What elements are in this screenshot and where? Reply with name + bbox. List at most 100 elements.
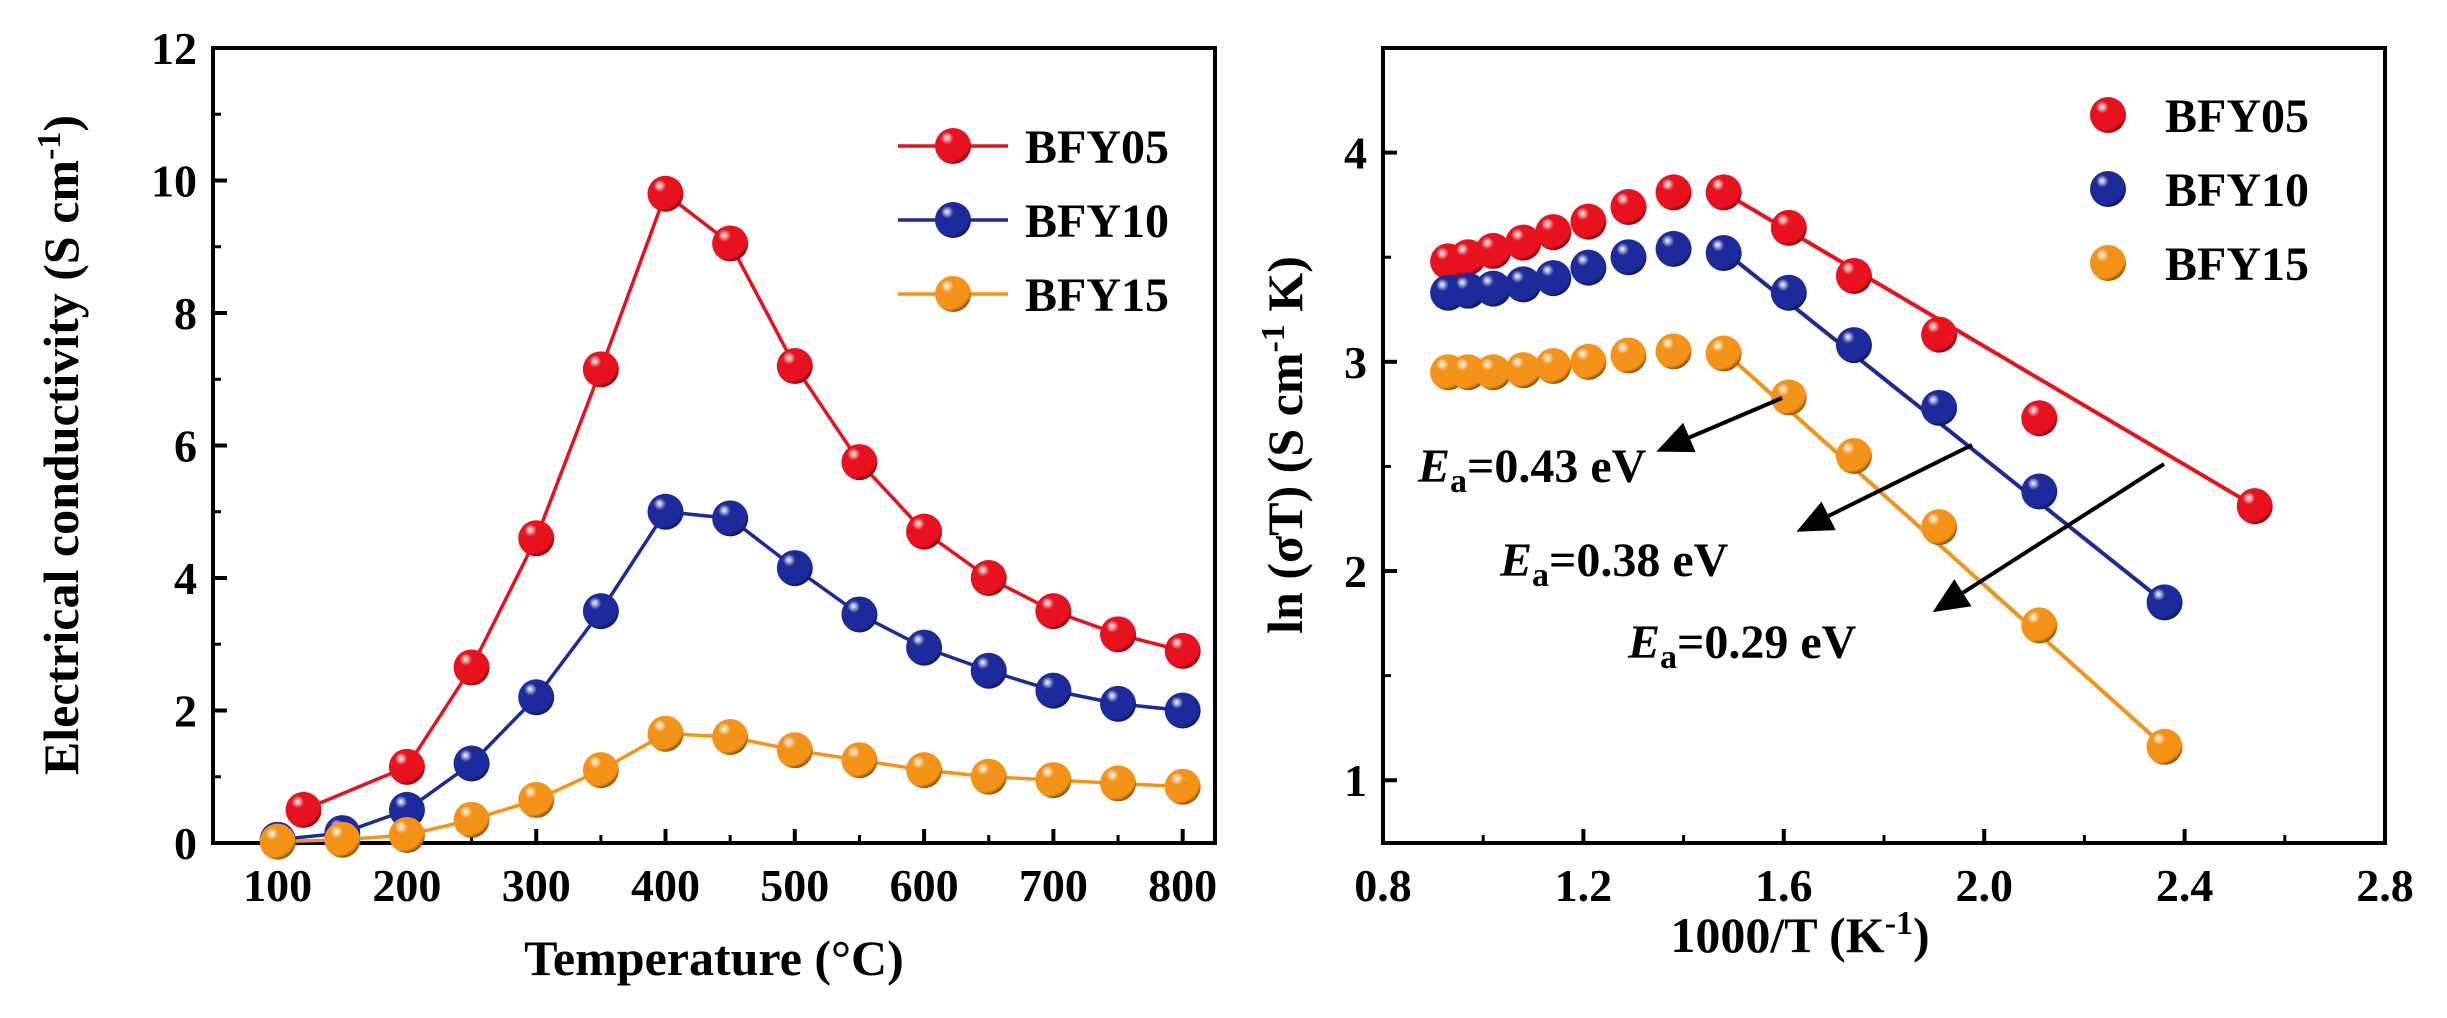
data-point-BFY05 bbox=[776, 348, 813, 384]
x-axis-label-superscript: -1 bbox=[1885, 905, 1913, 942]
data-point-BFY15 bbox=[1921, 509, 1958, 546]
data-point-BFY05 bbox=[2021, 400, 2058, 437]
data-point-BFY15 bbox=[1164, 768, 1201, 805]
y-axis-label-close: ) bbox=[33, 115, 89, 132]
y-tick-labels: 1 2 3 4 bbox=[1344, 128, 1367, 807]
data-point-BFY10 bbox=[1835, 327, 1872, 364]
y-tick-labels: 0 2 4 6 8 10 12 bbox=[151, 23, 197, 869]
y-tick-label: 6 bbox=[174, 421, 197, 472]
data-point-BFY05 bbox=[388, 748, 425, 785]
data-point-BFY15 bbox=[1450, 354, 1487, 391]
legend-marker-BFY15 bbox=[2090, 245, 2126, 281]
x-tick-label: 400 bbox=[631, 860, 700, 911]
legend-label-BFY10: BFY10 bbox=[2165, 164, 2309, 217]
y-tick-label: 10 bbox=[151, 156, 197, 207]
data-point-BFY10 bbox=[647, 493, 684, 530]
data-point-BFY10 bbox=[1655, 230, 1692, 267]
data-point-BFY15 bbox=[1570, 343, 1607, 380]
x-tick-label: 1.2 bbox=[1555, 860, 1613, 911]
data-point-BFY05 bbox=[1535, 214, 1572, 251]
data-point-BFY10 bbox=[518, 679, 555, 716]
arrow-ea-038 bbox=[1796, 443, 1973, 532]
fit-line-BFY15 bbox=[1722, 349, 2166, 749]
y-axis-label-main: Electrical conductivity (S cm bbox=[33, 160, 89, 775]
y-tick-label: 1 bbox=[1344, 755, 1367, 806]
data-point-BFY10 bbox=[1705, 235, 1742, 272]
x-tick-label: 2.8 bbox=[2356, 860, 2414, 911]
series-markers bbox=[1430, 174, 2273, 765]
data-point-BFY05 bbox=[1475, 232, 1512, 269]
data-point-BFY10 bbox=[2146, 584, 2183, 621]
y-axis-label: ln (σT) (S cm-1 K) bbox=[1255, 256, 1313, 634]
data-point-BFY05 bbox=[1100, 616, 1137, 653]
x-axis-label: Temperature (°C) bbox=[524, 930, 904, 986]
data-point-BFY10 bbox=[1570, 249, 1607, 286]
data-point-BFY15 bbox=[712, 719, 749, 755]
data-point-BFY05 bbox=[1770, 209, 1807, 246]
data-point-BFY15 bbox=[582, 752, 619, 789]
y-tick-label: 12 bbox=[151, 23, 197, 74]
y-tick-label: 4 bbox=[174, 553, 197, 604]
data-point-BFY05 bbox=[1835, 258, 1872, 295]
data-point-BFY05 bbox=[2236, 488, 2273, 525]
ea-value: =0.29 eV bbox=[1677, 616, 1857, 669]
data-point-BFY10 bbox=[1164, 692, 1201, 729]
x-tick-label: 100 bbox=[243, 860, 312, 911]
y-tick-label: 0 bbox=[174, 818, 197, 869]
data-point-BFY05 bbox=[1164, 632, 1201, 669]
data-point-BFY10 bbox=[453, 745, 490, 782]
series-markers bbox=[259, 175, 1201, 860]
data-point-BFY15 bbox=[1475, 354, 1512, 391]
data-point-BFY10 bbox=[712, 500, 749, 537]
ea-label-038: Ea=0.38 eV bbox=[1499, 534, 1729, 594]
ea-label-043: Ea=0.43 eV bbox=[1417, 440, 1647, 500]
data-point-BFY10 bbox=[2021, 473, 2058, 510]
arrow-ea-029 bbox=[1932, 462, 2166, 613]
y-tick-label: 8 bbox=[174, 288, 197, 339]
data-point-BFY15 bbox=[2146, 728, 2183, 765]
data-point-BFY05 bbox=[1505, 224, 1542, 261]
data-point-BFY05 bbox=[906, 513, 943, 550]
data-point-BFY05 bbox=[1705, 174, 1742, 211]
data-point-BFY15 bbox=[1100, 765, 1137, 802]
data-point-BFY15 bbox=[970, 758, 1007, 795]
data-point-BFY10 bbox=[1610, 239, 1647, 276]
data-point-BFY05 bbox=[1035, 593, 1072, 630]
data-point-BFY05 bbox=[841, 444, 878, 481]
data-point-BFY10 bbox=[1921, 389, 1958, 426]
data-point-BFY10 bbox=[1770, 274, 1807, 311]
ea-label-029: Ea=0.29 eV bbox=[1627, 616, 1857, 676]
data-point-BFY15 bbox=[1705, 335, 1742, 372]
fit-lines bbox=[1722, 190, 2256, 749]
x-tick-label: 0.8 bbox=[1354, 860, 1412, 911]
data-point-BFY10 bbox=[388, 791, 425, 828]
data-point-BFY15 bbox=[1535, 348, 1572, 384]
x-tick-label: 300 bbox=[502, 860, 571, 911]
conductivity-vs-temperature-chart: 100 200 300 400 500 600 700 800 0 2 4 6 8 10 12 Tempe… bbox=[31, 23, 1217, 986]
data-point-BFY10 bbox=[1535, 260, 1572, 297]
data-point-BFY15 bbox=[259, 823, 296, 860]
legend-marker-BFY10 bbox=[2090, 171, 2126, 207]
data-point-BFY15 bbox=[776, 732, 813, 769]
data-point-BFY15 bbox=[388, 817, 425, 854]
arrow-ea-043 bbox=[1656, 396, 1783, 453]
data-point-BFY15 bbox=[1770, 379, 1807, 416]
x-tick-label: 1.6 bbox=[1755, 860, 1813, 911]
x-axis-label-close: ) bbox=[1913, 907, 1930, 963]
ea-symbol: E bbox=[1499, 534, 1532, 587]
tick-marks bbox=[1381, 150, 2387, 843]
data-point-BFY05 bbox=[582, 351, 619, 388]
y-tick-label: 4 bbox=[1344, 128, 1367, 179]
x-tick-label: 2.4 bbox=[2156, 860, 2214, 911]
activation-energy-arrows bbox=[1656, 396, 2166, 613]
data-point-BFY10 bbox=[906, 629, 943, 666]
x-axis-label-main: 1000/T (K bbox=[1670, 907, 1884, 963]
y-axis-label-superscript: -1 bbox=[1255, 324, 1292, 352]
y-tick-label: 2 bbox=[1344, 546, 1367, 597]
data-point-BFY15 bbox=[2021, 607, 2058, 644]
x-tick-label: 700 bbox=[1019, 860, 1088, 911]
data-point-BFY15 bbox=[1835, 437, 1872, 474]
legend-marker-BFY05 bbox=[2090, 97, 2126, 133]
data-point-BFY10 bbox=[841, 596, 878, 633]
legend-label-BFY05: BFY05 bbox=[2165, 90, 2309, 143]
